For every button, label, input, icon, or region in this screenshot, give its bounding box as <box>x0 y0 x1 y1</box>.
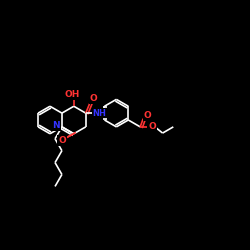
Text: O: O <box>90 94 98 103</box>
Text: OH: OH <box>65 90 80 99</box>
Text: O: O <box>58 136 66 145</box>
Text: NH: NH <box>92 108 106 118</box>
Text: N: N <box>52 122 60 130</box>
Text: O: O <box>148 122 156 131</box>
Text: O: O <box>144 111 152 120</box>
